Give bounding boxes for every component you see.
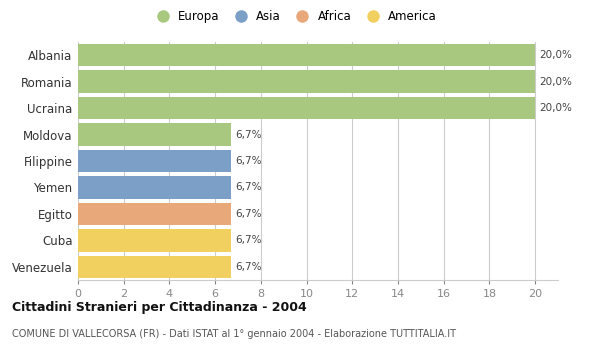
Bar <box>78 229 231 252</box>
Bar <box>78 123 231 146</box>
Text: 20,0%: 20,0% <box>540 103 572 113</box>
Bar <box>78 256 231 278</box>
Text: 6,7%: 6,7% <box>236 262 262 272</box>
Text: COMUNE DI VALLECORSA (FR) - Dati ISTAT al 1° gennaio 2004 - Elaborazione TUTTITA: COMUNE DI VALLECORSA (FR) - Dati ISTAT a… <box>12 329 456 339</box>
Legend: Europa, Asia, Africa, America: Europa, Asia, Africa, America <box>146 5 442 28</box>
Bar <box>78 44 535 66</box>
Text: 6,7%: 6,7% <box>236 235 262 245</box>
Text: Cittadini Stranieri per Cittadinanza - 2004: Cittadini Stranieri per Cittadinanza - 2… <box>12 301 307 314</box>
Bar <box>78 203 231 225</box>
Bar <box>78 176 231 199</box>
Bar <box>78 97 535 119</box>
Bar <box>78 150 231 172</box>
Text: 6,7%: 6,7% <box>236 130 262 140</box>
Text: 6,7%: 6,7% <box>236 209 262 219</box>
Text: 20,0%: 20,0% <box>540 77 572 87</box>
Text: 6,7%: 6,7% <box>236 182 262 192</box>
Text: 6,7%: 6,7% <box>236 156 262 166</box>
Text: 20,0%: 20,0% <box>540 50 572 60</box>
Bar <box>78 70 535 93</box>
